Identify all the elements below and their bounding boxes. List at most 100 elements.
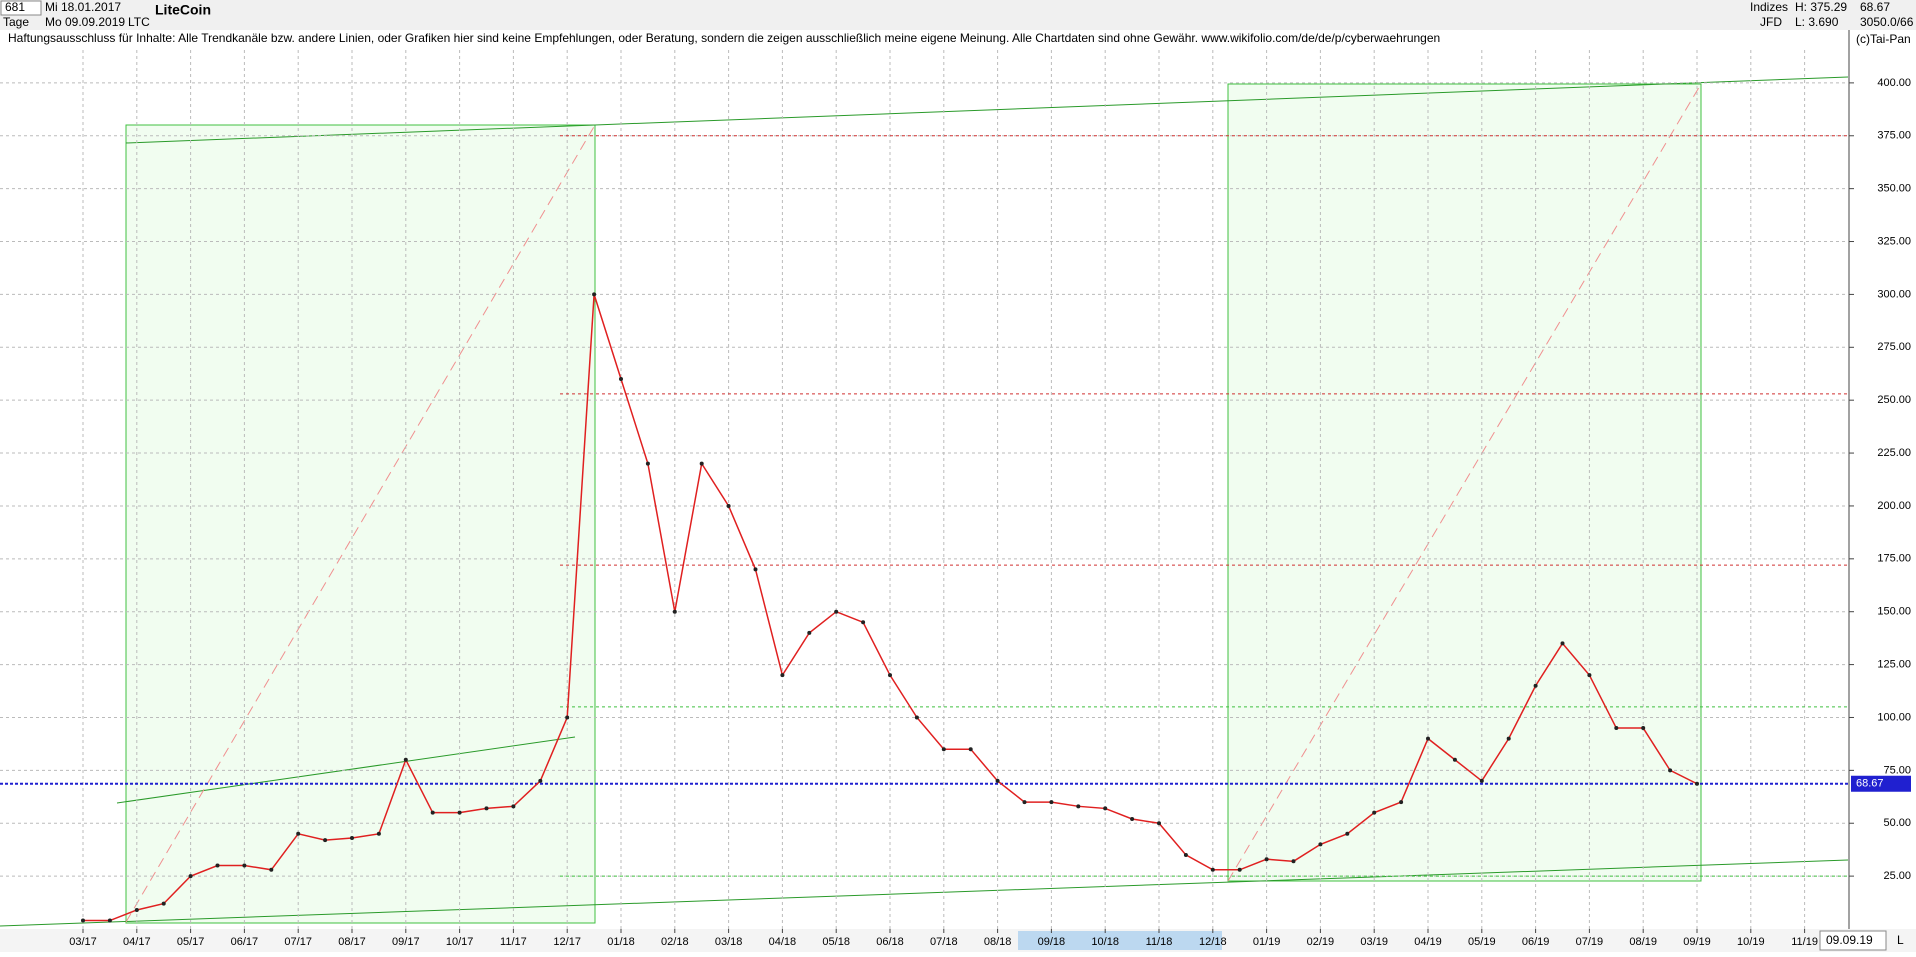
x-tick-label: 05/18 [822,936,850,948]
y-tick-label: 175.00 [1877,553,1911,565]
price-point [107,918,112,923]
price-point [376,831,381,836]
x-tick-label: 03/19 [1360,936,1388,948]
x-tick-label: 12/17 [553,936,581,948]
price-point [1399,800,1404,805]
trend-line [0,859,1849,927]
y-tick-label: 150.00 [1877,606,1911,618]
copyright: (c)Tai-Pan [1856,32,1911,46]
x-tick-label: 02/19 [1307,936,1335,948]
trend-line [594,76,1849,126]
price-point [861,620,866,625]
count-box[interactable] [0,0,42,16]
x-tick-label: 09/19 [1683,936,1711,948]
x-tick-label: 08/17 [338,936,366,948]
price-point [619,377,623,382]
price-point [914,715,919,720]
price-point [645,461,650,466]
price-point [699,461,704,466]
y-tick-label: 375.00 [1877,130,1911,142]
price-point [1345,831,1350,836]
x-tick-label: 11/19 [1791,936,1818,948]
x-tick-label: 11/18 [1146,936,1173,948]
price-point [269,867,274,872]
price-point [834,609,839,614]
symbol: LTC [128,15,150,29]
x-tick-label: 11/17 [500,936,527,948]
price-point [1291,859,1296,864]
x-tick-label: 10/17 [446,936,474,948]
y-tick-label: 50.00 [1883,817,1911,829]
x-tick-label: 09/18 [1038,936,1066,948]
x-tick-label: 01/18 [607,936,635,948]
x-tick-label: 07/18 [930,936,958,948]
price-point [1076,804,1081,809]
x-tick-label: 03/18 [715,936,743,948]
price-point [1372,810,1377,815]
price-point [1130,817,1135,822]
y-tick-label: 275.00 [1877,341,1911,353]
price-point [161,901,166,906]
x-axis-bg [0,929,1916,952]
x-tick-label: 04/19 [1414,936,1442,948]
y-tick-label: 350.00 [1877,183,1911,195]
price-point [1210,867,1215,872]
price-point [457,810,462,815]
low: L: 3.690 [1795,15,1839,29]
price-point [672,609,677,614]
x-tick-label: 10/18 [1091,936,1119,948]
trend-line [125,124,596,923]
y-tick-label: 100.00 [1877,711,1911,723]
scale-mode[interactable]: L [1897,933,1904,947]
price-point [1614,726,1619,731]
x-tick-label: 02/18 [661,936,689,948]
date-box [1819,930,1887,951]
price-point [807,630,812,635]
x-tick-label: 08/19 [1629,936,1657,948]
last-price-label: 68.67 [1856,778,1884,790]
price-point [1479,778,1484,783]
y-tick-label: 300.00 [1877,288,1911,300]
count: 681 [5,0,25,14]
y-tick-label: 125.00 [1877,658,1911,670]
price-point [1022,800,1027,805]
y-tick-label: 75.00 [1883,764,1911,776]
x-tick-label: 10/19 [1737,936,1765,948]
x-tick-label: 09/17 [392,936,420,948]
price-point [1183,852,1188,857]
high: H: 375.29 [1795,0,1847,14]
trend-line [1227,83,1702,882]
price-point [538,778,543,783]
price-point [323,838,328,843]
price-point [888,673,892,678]
period[interactable]: Tage [3,15,29,29]
x-tick-label: 04/17 [123,936,151,948]
start-date: Mi 18.01.2017 [45,0,121,14]
price-point [1506,736,1511,741]
price-point [242,863,247,868]
market: Indizes [1750,0,1788,14]
price-point [780,673,785,678]
price-point [726,503,731,508]
price-point [81,918,85,923]
price-point [1560,641,1565,646]
price-point [1533,683,1538,688]
price-point [1426,736,1430,741]
x-tick-label: 05/17 [177,936,205,948]
price-point [134,907,139,912]
price-point [565,715,570,720]
price-point [968,747,973,752]
price-point [995,778,1000,783]
price-point [215,863,220,868]
price-point [1103,806,1108,811]
price-point [484,806,489,811]
x-tick-label: 03/17 [69,936,97,948]
x-tick-label: 06/17 [231,936,259,948]
y-tick-label: 225.00 [1877,447,1911,459]
price-point [1237,867,1242,872]
price-point [511,804,516,809]
price-point [1668,768,1673,773]
x-tick-label: 06/18 [876,936,904,948]
date: 09.09.19 [1826,933,1873,947]
price-point [1049,800,1054,805]
